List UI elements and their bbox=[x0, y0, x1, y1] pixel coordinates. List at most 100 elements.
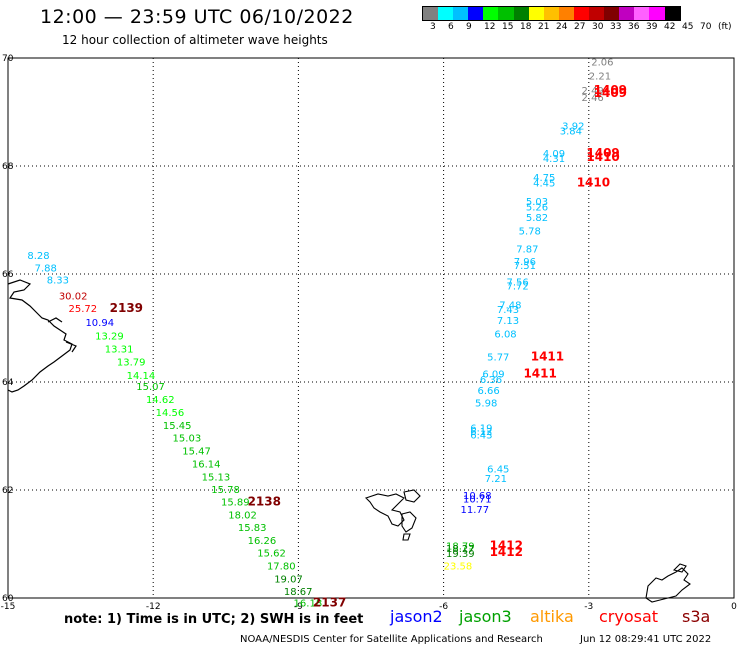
x-tick-label: -12 bbox=[146, 602, 161, 612]
swh-label: 13.79 bbox=[117, 357, 146, 368]
color-swatch bbox=[453, 7, 469, 20]
swh-label: 6.45 bbox=[487, 465, 509, 476]
swh-label: 5.26 bbox=[526, 202, 548, 213]
color-scale-label: 9 bbox=[466, 22, 472, 32]
swh-label: 6.43 bbox=[470, 431, 492, 442]
color-swatch bbox=[604, 7, 620, 20]
color-scale-label: 70 bbox=[700, 22, 712, 32]
color-scale-label: 45 bbox=[682, 22, 694, 32]
color-scale-label: 3 bbox=[430, 22, 436, 32]
swh-label: 10.71 bbox=[463, 494, 492, 505]
pass-time-label: 1410 bbox=[586, 150, 619, 164]
color-scale-label: 6 bbox=[448, 22, 454, 32]
swh-label: 7.21 bbox=[485, 474, 507, 485]
color-swatch bbox=[634, 7, 650, 20]
color-swatch bbox=[528, 7, 544, 20]
y-tick-label: 70 bbox=[2, 54, 14, 64]
swh-label: 19.07 bbox=[274, 574, 303, 585]
swh-label: 5.82 bbox=[526, 213, 548, 224]
swh-label: 6.09 bbox=[482, 370, 504, 381]
color-swatch bbox=[498, 7, 514, 20]
swh-label: 7.51 bbox=[514, 261, 536, 272]
swh-label: 30.02 bbox=[59, 291, 88, 302]
swh-label: 2.46 bbox=[582, 93, 604, 104]
swh-label: 18.67 bbox=[284, 587, 313, 598]
swh-label: 19.39 bbox=[446, 549, 475, 560]
swh-label: 4.75 bbox=[533, 173, 555, 184]
color-swatch bbox=[573, 7, 590, 20]
pass-time-labels: 1409140914091410141014111411141214122139… bbox=[110, 83, 627, 609]
color-swatch bbox=[543, 7, 559, 20]
color-scale-label: 21 bbox=[538, 22, 550, 32]
color-scale-label: 18 bbox=[520, 22, 532, 32]
coastline-shetland bbox=[645, 563, 691, 603]
legend-cryosat: cryosat bbox=[599, 607, 659, 626]
color-scale-label: 27 bbox=[574, 22, 586, 32]
y-tick-label: 60 bbox=[2, 594, 14, 604]
color-swatch bbox=[619, 7, 635, 20]
pass-time-label: 2138 bbox=[248, 495, 281, 509]
swh-label: 5.98 bbox=[475, 398, 497, 409]
swh-label: 18.79 bbox=[446, 541, 475, 552]
swh-label: 5.78 bbox=[519, 227, 541, 238]
swh-label: 15.78 bbox=[211, 485, 240, 496]
swh-label: 17.80 bbox=[267, 561, 296, 572]
x-tick-label: -15 bbox=[1, 602, 16, 612]
color-scale-label: 42 bbox=[664, 22, 676, 32]
swh-label: 6.08 bbox=[494, 330, 516, 341]
swh-label: 7.96 bbox=[514, 257, 536, 268]
swh-label: 6.12 bbox=[470, 427, 492, 438]
pass-time-label: 1411 bbox=[523, 367, 556, 381]
x-tick-label: 0 bbox=[731, 602, 737, 612]
swh-label: 2.49 bbox=[582, 86, 604, 97]
swh-label: 7.72 bbox=[507, 282, 529, 293]
swh-label: 7.87 bbox=[516, 244, 538, 255]
swh-label: 11.77 bbox=[461, 505, 490, 516]
color-swatch bbox=[513, 7, 529, 20]
color-scale-label: 30 bbox=[592, 22, 604, 32]
y-tick-label: 62 bbox=[2, 486, 13, 496]
swh-label: 3.92 bbox=[562, 121, 584, 132]
swh-label: 15.13 bbox=[202, 472, 231, 483]
color-scale-label: (ft) bbox=[718, 22, 732, 32]
pass-time-label: 2137 bbox=[313, 596, 346, 610]
swh-label: 15.89 bbox=[221, 498, 250, 509]
swh-label: 18.27 bbox=[446, 544, 475, 555]
swh-label: 2.21 bbox=[589, 72, 611, 83]
y-tick-label: 68 bbox=[2, 162, 14, 172]
pass-time-label: 1412 bbox=[490, 545, 523, 559]
swh-label: 4.45 bbox=[533, 179, 555, 190]
swh-label: 6.36 bbox=[480, 375, 502, 386]
swh-label: 7.56 bbox=[507, 277, 529, 288]
swh-labels: 2.06 2.21 2.492.46 3.923.84 4.094.31 4.754.45… bbox=[27, 58, 613, 610]
swh-label: 23.58 bbox=[444, 561, 473, 572]
swh-label: 18.02 bbox=[228, 511, 257, 522]
color-swatch bbox=[468, 7, 484, 20]
swh-label: 13.31 bbox=[105, 344, 134, 355]
coastline-iceland bbox=[7, 279, 77, 393]
coastline-faroe-islands bbox=[364, 489, 421, 541]
pass-time-label: 1409 bbox=[594, 86, 627, 100]
color-swatch bbox=[483, 7, 499, 20]
swh-label: 14.62 bbox=[146, 395, 175, 406]
swh-label: 14.56 bbox=[156, 408, 185, 419]
swh-label: 7.88 bbox=[35, 263, 57, 274]
pass-time-label: 1410 bbox=[577, 176, 610, 190]
map-grid bbox=[7, 57, 735, 599]
swh-label: 14.14 bbox=[127, 371, 156, 382]
color-scale-label: 12 bbox=[484, 22, 496, 32]
swh-label: 16.14 bbox=[192, 459, 221, 470]
color-swatch bbox=[438, 7, 454, 20]
color-swatch bbox=[558, 7, 574, 20]
swh-label: 6.66 bbox=[477, 386, 499, 397]
legend-altika: altika bbox=[530, 607, 574, 626]
color-scale-bar bbox=[422, 6, 681, 21]
legend-jason2: jason2 bbox=[390, 607, 443, 626]
swh-label: 3.84 bbox=[560, 127, 582, 138]
pass-time-label: 1409 bbox=[594, 83, 627, 97]
swh-label: 2.06 bbox=[591, 58, 613, 69]
x-tick-label: -9 bbox=[294, 602, 303, 612]
legend-jason3: jason3 bbox=[459, 607, 512, 626]
color-scale-label: 39 bbox=[646, 22, 658, 32]
pass-time-label: 1409 bbox=[586, 146, 619, 160]
